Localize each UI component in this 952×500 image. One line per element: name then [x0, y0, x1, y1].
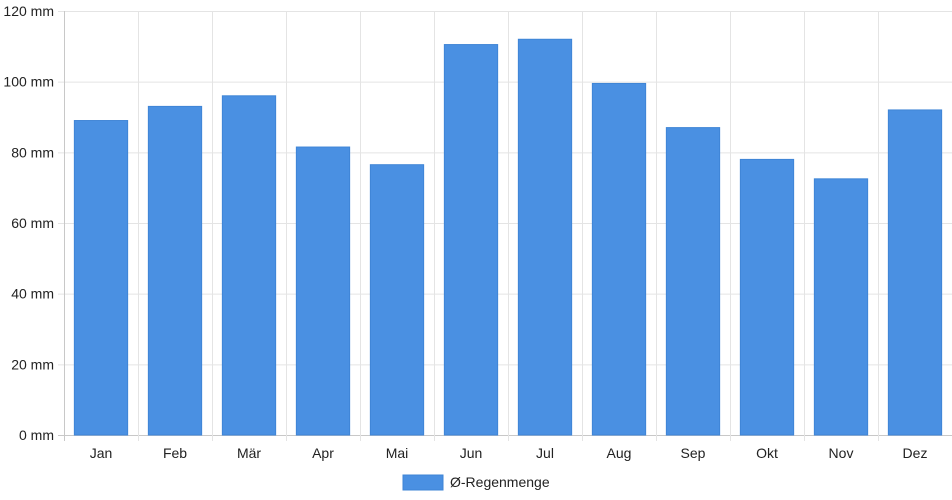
bar-feb[interactable] [147, 105, 203, 436]
bar-mär[interactable] [221, 95, 277, 436]
x-tick-label: Jan [90, 445, 113, 461]
bars-layer [73, 38, 943, 436]
x-tick-label: Feb [163, 445, 187, 461]
x-tick-label: Jul [536, 445, 554, 461]
grid-layer [58, 11, 952, 441]
bar-jun[interactable] [443, 44, 499, 436]
legend-swatch [402, 474, 444, 491]
bar-okt[interactable] [739, 158, 795, 436]
y-tick-label: 100 mm [3, 74, 54, 90]
bar-jan[interactable] [73, 120, 129, 436]
legend-label: Ø-Regenmenge [450, 474, 550, 490]
bar-apr[interactable] [295, 146, 351, 436]
y-tick-label: 40 mm [11, 286, 54, 302]
x-tick-label: Mai [386, 445, 409, 461]
legend[interactable]: Ø-Regenmenge [402, 474, 550, 491]
x-tick-label: Sep [681, 445, 706, 461]
x-tick-label: Dez [903, 445, 928, 461]
bar-sep[interactable] [665, 127, 721, 436]
x-tick-label: Apr [312, 445, 334, 461]
bar-jul[interactable] [517, 38, 573, 436]
y-tick-label: 20 mm [11, 356, 54, 372]
x-tick-label: Jun [460, 445, 483, 461]
x-tick-label: Nov [829, 445, 854, 461]
y-tick-label: 0 mm [19, 427, 54, 443]
y-tick-label: 80 mm [11, 144, 54, 160]
x-tick-label: Okt [756, 445, 778, 461]
y-tick-label: 60 mm [11, 215, 54, 231]
axis-layer: 0 mm 20 mm 40 mm 60 mm 80 mm 100 mm 120 mm Jan F… [3, 3, 927, 461]
y-tick-label: 120 mm [3, 3, 54, 19]
x-tick-label: Aug [607, 445, 632, 461]
bar-aug[interactable] [591, 82, 647, 436]
bar-nov[interactable] [813, 178, 869, 436]
bar-mai[interactable] [369, 164, 425, 436]
bar-dez[interactable] [887, 109, 943, 436]
x-tick-label: Mär [237, 445, 261, 461]
